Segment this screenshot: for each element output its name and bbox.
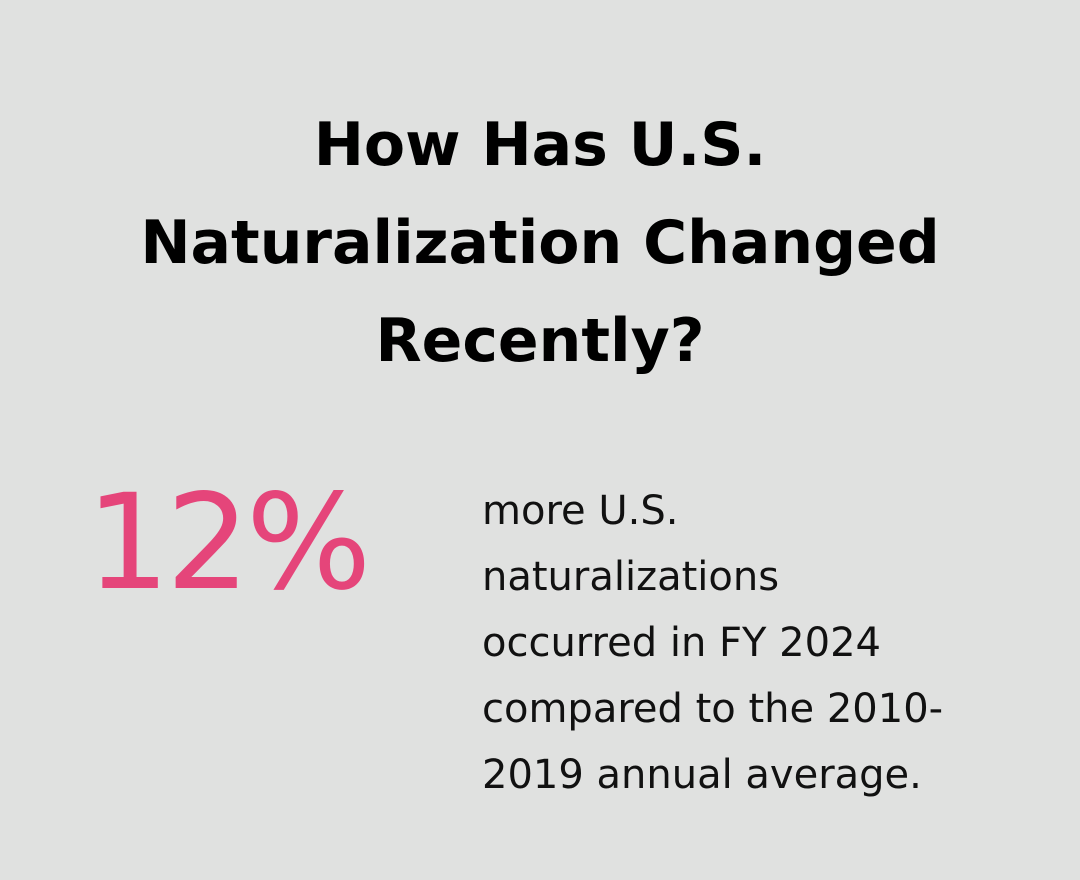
stat-value: 12% [86, 466, 371, 620]
page-title: How Has U.S. Naturalization Changed Rece… [60, 96, 1020, 390]
stat-description: more U.S. naturalizations occurred in FY… [482, 478, 1022, 808]
description-line: naturalizations [482, 554, 780, 600]
description-line: occurred in FY 2024 [482, 620, 881, 666]
description-line: compared to the 2010- [482, 686, 944, 732]
title-line: How Has U.S. [313, 110, 767, 180]
title-line: Naturalization Changed [140, 208, 940, 278]
description-line: more U.S. [482, 488, 679, 534]
title-line: Recently? [375, 306, 705, 376]
description-line: 2019 annual average. [482, 752, 922, 798]
